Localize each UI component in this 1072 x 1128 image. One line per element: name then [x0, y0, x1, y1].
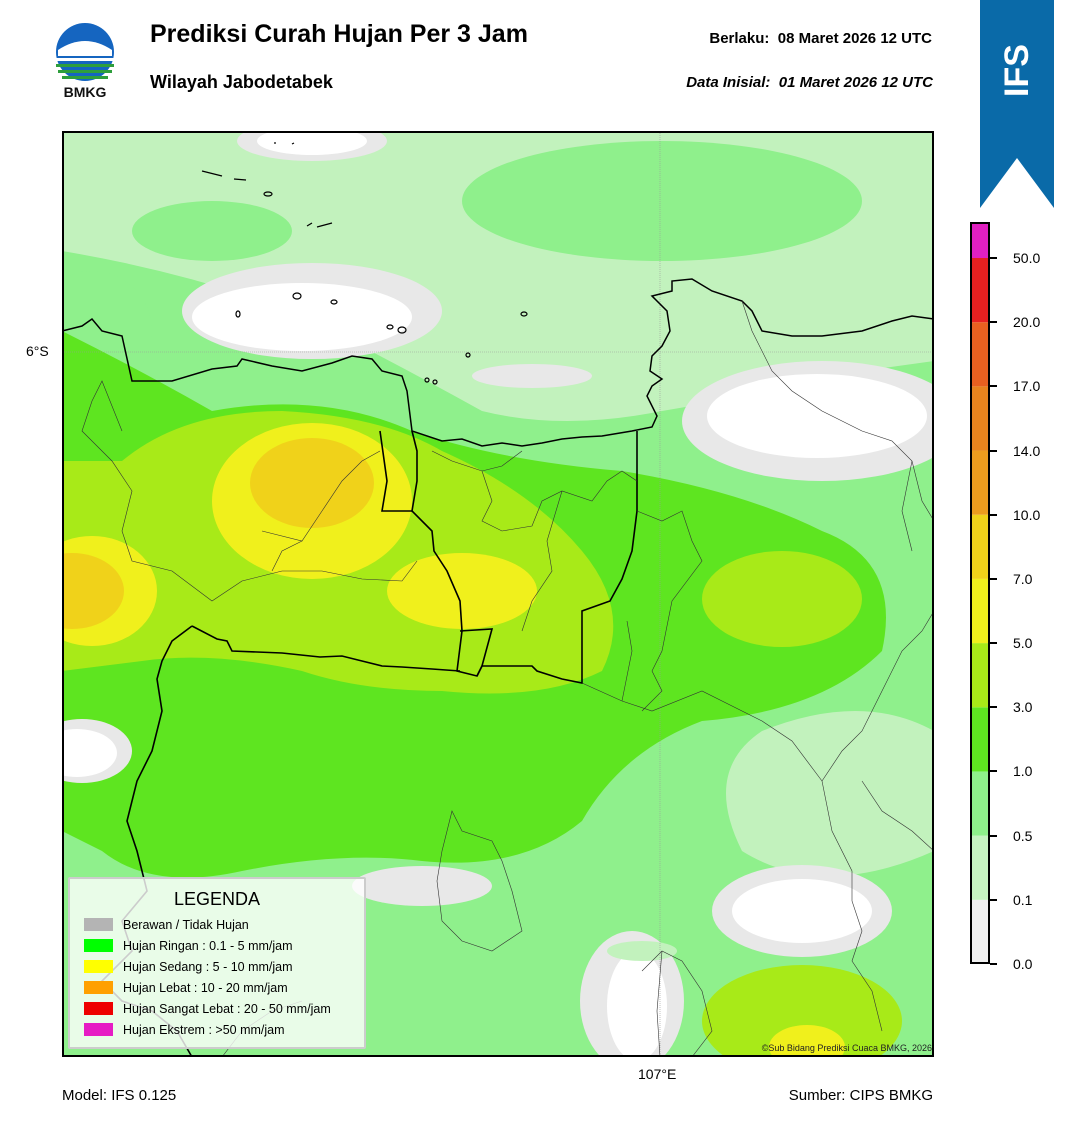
bmkg-logo-text: BMKG: [63, 84, 107, 100]
source-label: Sumber: CIPS BMKG: [788, 1087, 933, 1104]
page-title: Prediksi Curah Hujan Per 3 Jam: [150, 20, 528, 48]
legend-label: Hujan Lebat : 10 - 20 mm/jam: [123, 980, 288, 995]
init-label: Data Inisial:: [686, 74, 771, 91]
init-time: Data Inisial: 01 Maret 2026 12 UTC: [686, 74, 933, 91]
colorbar-segment: [970, 707, 990, 772]
colorbar-tick-label: 17.0: [990, 378, 1040, 394]
legend-swatch: [84, 960, 113, 973]
legend-label: Hujan Sedang : 5 - 10 mm/jam: [123, 959, 293, 974]
colorbar-tick-label: 1.0: [990, 763, 1032, 779]
colorbar-tick-label: 50.0: [990, 250, 1040, 266]
legend-swatch: [84, 1002, 113, 1015]
legend-swatch: [84, 918, 113, 931]
legend-title: LEGENDA: [173, 889, 261, 909]
colorbar-segment: [970, 899, 990, 964]
colorbar-segment: [970, 835, 990, 900]
colorbar-segment: [970, 514, 990, 579]
legend-label: Berawan / Tidak Hujan: [123, 917, 249, 932]
init-value: 01 Maret 2026 12 UTC: [778, 74, 933, 91]
colorbar-ticks: 0.0 0.1 0.5 1.0 3.0 5.0 7.0 10.0 14.0 17.0 20.0 50.…: [990, 222, 1070, 972]
legend-swatch: [84, 939, 113, 952]
colorbar-segment: [970, 258, 990, 323]
legend-label: Hujan Ekstrem : >50 mm/jam: [123, 1022, 285, 1037]
colorbar-segment: [970, 450, 990, 515]
colorbar-segment: [970, 771, 990, 836]
colorbar-tick-label: 0.0: [990, 956, 1032, 972]
page-subtitle: Wilayah Jabodetabek: [150, 72, 333, 92]
bmkg-logo: [56, 23, 114, 81]
colorbar-segment: [970, 222, 990, 258]
legend-swatch: [84, 981, 113, 994]
colorbar-tick-label: 10.0: [990, 507, 1040, 523]
colorbar-tick-label: 7.0: [990, 571, 1032, 587]
ifs-banner-text: IFS: [997, 43, 1036, 97]
legend-label: Hujan Sangat Lebat : 20 - 50 mm/jam: [123, 1001, 331, 1016]
colorbar-tick-label: 14.0: [990, 443, 1040, 459]
valid-label: Berlaku:: [709, 30, 770, 47]
colorbar-segment: [970, 578, 990, 644]
lon-label: 107°E: [638, 1066, 677, 1082]
legend-item: Hujan Sedang : 5 - 10 mm/jam: [70, 956, 364, 977]
colorbar-tick-label: 5.0: [990, 635, 1032, 651]
legend-item: Hujan Ekstrem : >50 mm/jam: [70, 1019, 364, 1040]
colorbar-segment: [970, 643, 990, 708]
colorbar-segment: [970, 386, 990, 451]
colorbar-tick-label: 0.1: [990, 892, 1032, 908]
ifs-banner: [980, 0, 1054, 208]
colorbar-tick-label: 3.0: [990, 699, 1032, 715]
valid-time: Berlaku: 08 Maret 2026 12 UTC: [709, 30, 932, 47]
map-credit: ©Sub Bidang Prediksi Cuaca BMKG, 2026: [761, 1043, 932, 1053]
map-legend: LEGENDA Berawan / Tidak Hujan Hujan Ring…: [68, 877, 366, 1049]
valid-value: 08 Maret 2026 12 UTC: [777, 30, 932, 47]
colorbar-tick-label: 0.5: [990, 828, 1032, 844]
legend-item: Hujan Lebat : 10 - 20 mm/jam: [70, 977, 364, 998]
legend-item: Berawan / Tidak Hujan: [70, 914, 364, 935]
legend-item: Hujan Sangat Lebat : 20 - 50 mm/jam: [70, 998, 364, 1019]
colorbar: [970, 222, 990, 964]
model-label: Model: IFS 0.125: [62, 1087, 177, 1104]
colorbar-tick-label: 20.0: [990, 314, 1040, 330]
legend-label: Hujan Ringan : 0.1 - 5 mm/jam: [123, 938, 293, 953]
legend-swatch: [84, 1023, 113, 1036]
lat-label: 6°S: [26, 343, 49, 359]
legend-item: Hujan Ringan : 0.1 - 5 mm/jam: [70, 935, 364, 956]
colorbar-segment: [970, 322, 990, 387]
